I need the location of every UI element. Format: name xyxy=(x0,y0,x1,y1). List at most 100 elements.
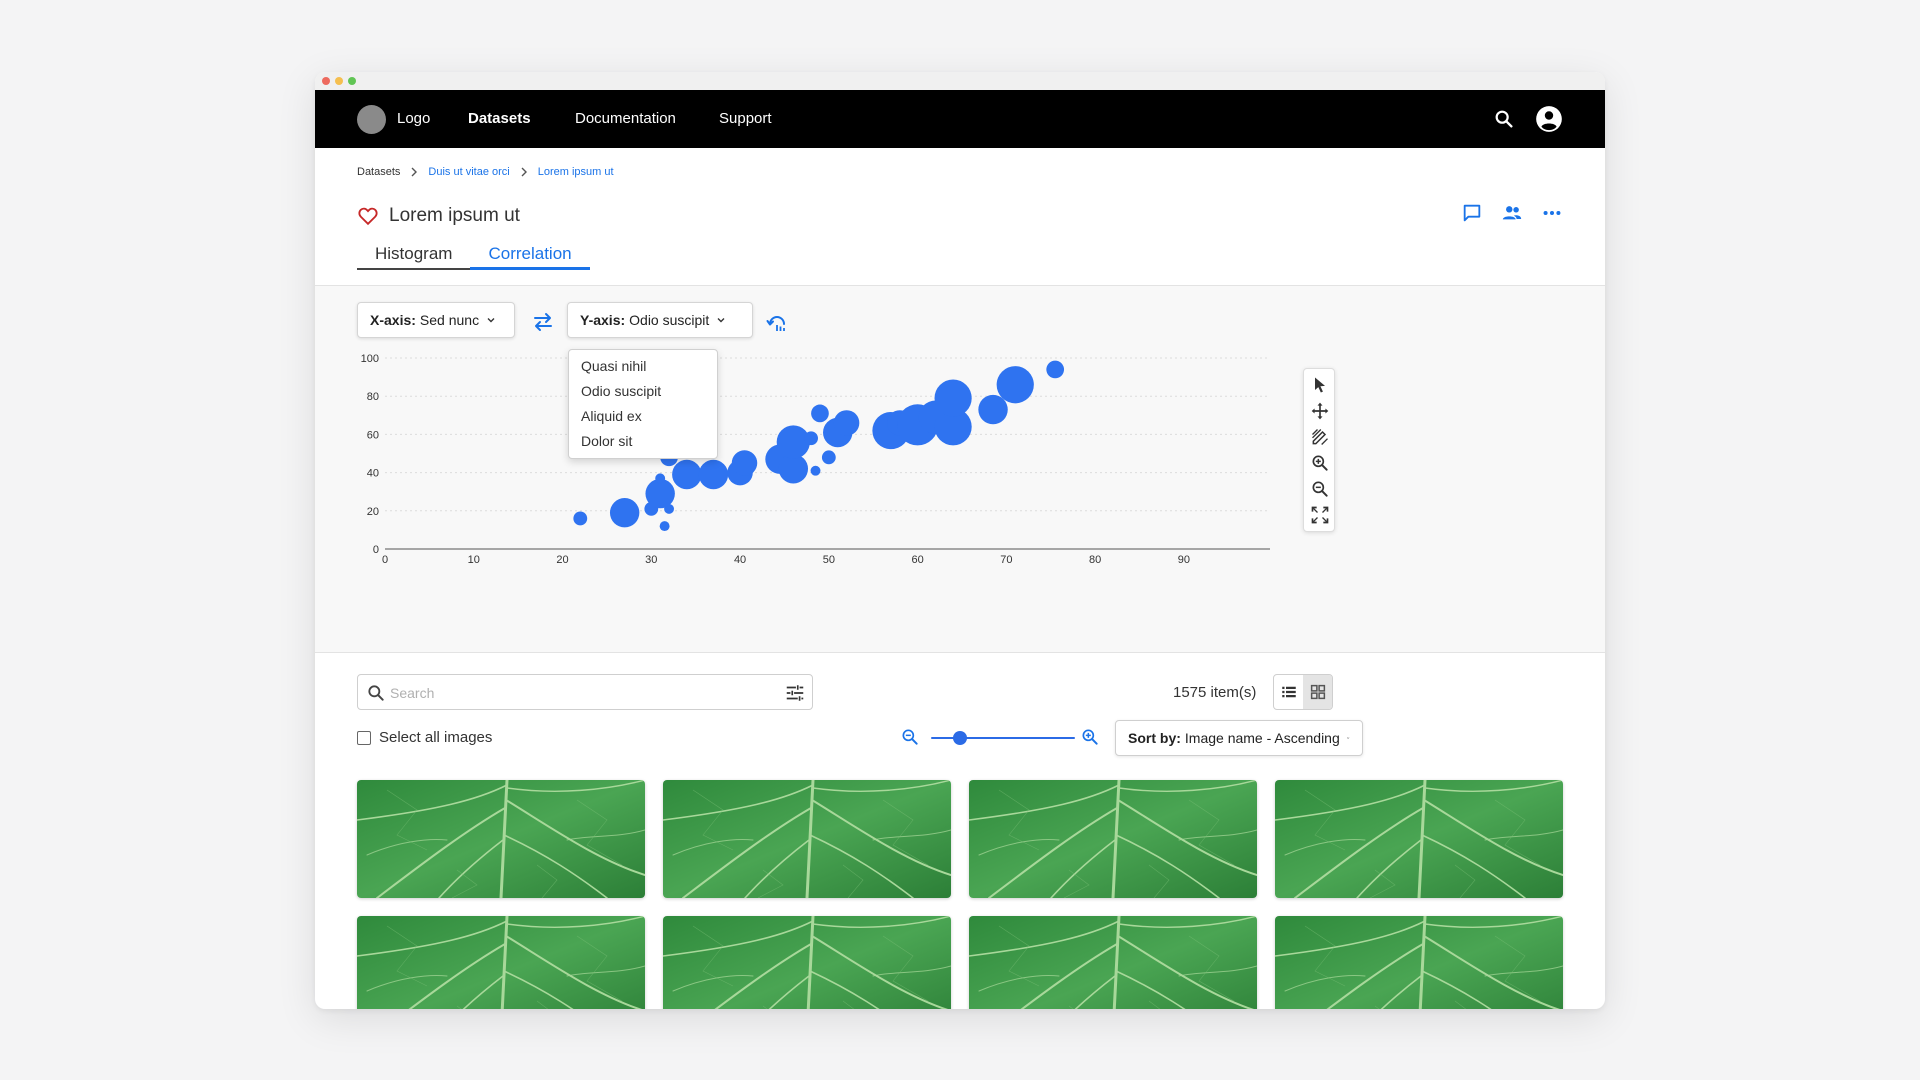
nav-link-support[interactable]: Support xyxy=(719,110,772,127)
view-mode-toggle xyxy=(1273,674,1333,710)
chart-toolbar xyxy=(1303,368,1335,532)
image-thumbnail[interactable] xyxy=(357,916,645,1009)
thumbnail-zoom-in-icon[interactable] xyxy=(1080,727,1100,747)
scatter-point[interactable] xyxy=(810,465,821,476)
scatter-point[interactable] xyxy=(934,379,972,417)
scatter-point[interactable] xyxy=(804,431,818,446)
search-icon[interactable] xyxy=(1493,108,1515,130)
pointer-icon[interactable] xyxy=(1310,375,1330,395)
scatter-point[interactable] xyxy=(645,478,675,509)
tab-correlation[interactable]: Correlation xyxy=(470,238,590,270)
scatter-point[interactable] xyxy=(833,410,860,436)
scatter-point[interactable] xyxy=(698,459,729,490)
draw-select-icon[interactable] xyxy=(1310,427,1330,447)
breadcrumb-item-current[interactable]: Lorem ipsum ut xyxy=(537,166,614,178)
scatter-point[interactable] xyxy=(821,450,836,465)
image-thumbnail[interactable] xyxy=(969,916,1257,1009)
leaf-image xyxy=(969,916,1257,1009)
scatter-point[interactable] xyxy=(778,454,809,484)
account-icon[interactable] xyxy=(1535,105,1563,133)
grid-view-icon xyxy=(1310,684,1325,700)
search-input[interactable] xyxy=(390,681,770,705)
reset-icon[interactable] xyxy=(765,310,789,334)
scatter-point[interactable] xyxy=(978,394,1008,425)
x-tick-label: 40 xyxy=(734,554,746,566)
dropdown-option[interactable]: Odio suscipit xyxy=(581,383,662,399)
breadcrumb-item-parent[interactable]: Duis ut vitae orci xyxy=(428,166,510,178)
x-axis-select[interactable]: X-axis: Sed nunc xyxy=(357,302,515,338)
swap-icon[interactable] xyxy=(531,310,555,334)
dropdown-option[interactable]: Quasi nihil xyxy=(581,358,647,374)
x-tick-label: 80 xyxy=(1089,554,1101,566)
y-axis-value: Odio suscipit xyxy=(629,312,710,328)
y-axis-select[interactable]: Y-axis: Odio suscipit xyxy=(567,302,753,338)
leaf-image xyxy=(357,916,645,1009)
leaf-image xyxy=(663,916,951,1009)
leaf-image xyxy=(969,780,1257,898)
breadcrumb-item-datasets[interactable]: Datasets xyxy=(357,166,401,178)
correlation-panel: X-axis: Sed nunc Y-axis: Odio suscipit Q… xyxy=(315,285,1605,653)
window-titlebar xyxy=(315,72,1605,90)
filter-settings-icon[interactable] xyxy=(784,682,806,704)
scatter-point[interactable] xyxy=(1046,360,1065,379)
scatter-point[interactable] xyxy=(672,459,702,490)
chevron-right-icon xyxy=(521,167,527,177)
minimize-window-button[interactable] xyxy=(335,77,343,85)
tab-histogram[interactable]: Histogram xyxy=(357,238,471,270)
image-thumbnail[interactable] xyxy=(663,916,951,1009)
scatter-point[interactable] xyxy=(996,366,1034,404)
top-navigation: Logo Datasets Documentation Support xyxy=(315,90,1605,148)
fit-screen-icon[interactable] xyxy=(1310,505,1330,525)
sort-select[interactable]: Sort by: Image name - Ascending xyxy=(1115,720,1363,756)
zoom-in-icon[interactable] xyxy=(1310,453,1330,473)
scatter-point[interactable] xyxy=(811,404,829,423)
scatter-point[interactable] xyxy=(731,450,758,476)
thumbnail-zoom-out-icon[interactable] xyxy=(900,727,920,747)
scatter-plot[interactable]: 0 20 40 60 80 100 0 10 20 30 40 50 60 70 80 90 xyxy=(315,336,1295,626)
chevron-down-icon xyxy=(487,318,495,323)
slider-thumb[interactable] xyxy=(952,731,967,745)
x-tick-label: 70 xyxy=(1000,554,1012,566)
image-thumbnail[interactable] xyxy=(663,780,951,898)
select-all-checkbox[interactable] xyxy=(357,730,371,745)
close-window-button[interactable] xyxy=(322,77,330,85)
chevron-right-icon xyxy=(411,167,418,177)
scatter-point[interactable] xyxy=(655,473,666,484)
scatter-point[interactable] xyxy=(609,498,640,528)
dropdown-option[interactable]: Aliquid ex xyxy=(581,408,642,424)
people-icon[interactable] xyxy=(1501,202,1523,224)
x-tick-label: 30 xyxy=(645,554,657,566)
heart-icon[interactable] xyxy=(357,205,379,227)
logo-icon[interactable] xyxy=(357,105,386,134)
image-thumbnail[interactable] xyxy=(1275,916,1563,1009)
scatter-point[interactable] xyxy=(573,511,588,526)
list-view-icon xyxy=(1281,686,1296,698)
more-horizontal-icon[interactable] xyxy=(1541,202,1563,224)
x-tick-label: 20 xyxy=(556,554,568,566)
grid-view-button[interactable] xyxy=(1303,675,1332,709)
select-all[interactable]: Select all images xyxy=(357,729,492,746)
breadcrumb: Datasets Duis ut vitae orci Lorem ipsum … xyxy=(357,166,614,178)
image-thumbnail[interactable] xyxy=(1275,780,1563,898)
image-thumbnail[interactable] xyxy=(357,780,645,898)
maximize-window-button[interactable] xyxy=(348,77,356,85)
page-actions xyxy=(1461,202,1563,224)
scatter-point[interactable] xyxy=(776,425,810,459)
y-tick-label: 20 xyxy=(367,506,379,518)
pan-icon[interactable] xyxy=(1310,401,1330,421)
x-tick-label: 10 xyxy=(468,554,480,566)
nav-link-datasets[interactable]: Datasets xyxy=(468,110,531,127)
dropdown-option[interactable]: Dolor sit xyxy=(581,433,633,449)
x-axis-value: Sed nunc xyxy=(419,312,480,328)
x-tick-label: 50 xyxy=(823,554,835,566)
comment-icon[interactable] xyxy=(1461,202,1483,224)
scatter-point[interactable] xyxy=(659,521,670,532)
list-view-button[interactable] xyxy=(1274,675,1303,709)
scatter-point[interactable] xyxy=(934,408,972,446)
logo-label[interactable]: Logo xyxy=(397,110,431,127)
image-thumbnail[interactable] xyxy=(969,780,1257,898)
thumbnail-size-slider[interactable] xyxy=(931,731,1075,745)
zoom-out-icon[interactable] xyxy=(1310,479,1330,499)
leaf-image xyxy=(357,780,645,898)
nav-link-documentation[interactable]: Documentation xyxy=(575,110,676,127)
